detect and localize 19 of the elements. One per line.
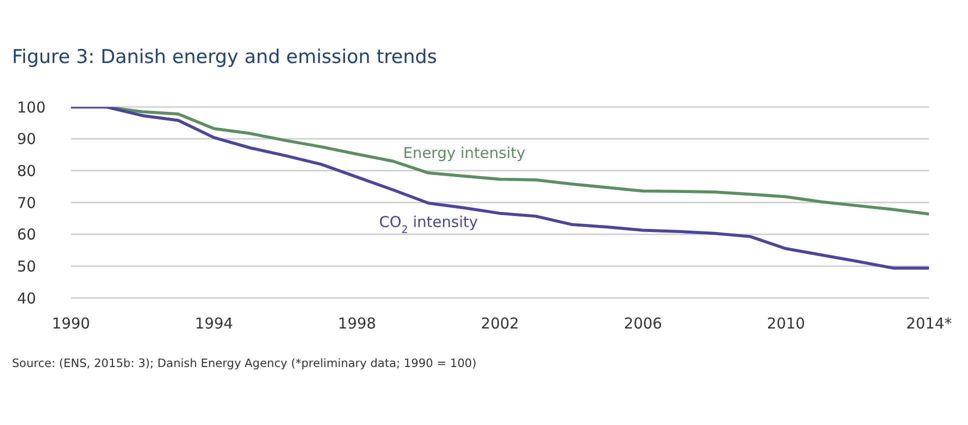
chart-title: Figure 3: Danish energy and emission trends [11, 45, 438, 68]
series-label: Energy intensity [403, 144, 526, 162]
y-tick-label: 70 [17, 194, 36, 212]
x-tick-label: 1990 [52, 314, 90, 333]
y-tick-label: 50 [17, 257, 36, 276]
x-tick-label: 1994 [194, 314, 234, 333]
x-tick-label: 2014* [906, 314, 952, 333]
source-note: Source: (ENS, 2015b: 3); Danish Energy Agency (*preliminary data; 1990 = 100) [12, 356, 478, 370]
y-tick-label: 60 [17, 226, 36, 244]
y-tick-label: 90 [17, 130, 36, 148]
series-label: CO$_{2}$ intensity [379, 213, 478, 236]
y-tick-label: 40 [17, 289, 36, 308]
y-tick-label: 80 [17, 162, 36, 180]
y-tick-label: 100 [17, 98, 46, 116]
x-tick-label: 2002 [480, 314, 520, 333]
x-tick-label: 2010 [766, 314, 806, 333]
line-series [71, 107, 929, 270]
x-tick-label: 1998 [338, 314, 376, 333]
x-tick-label: 2006 [624, 314, 662, 333]
